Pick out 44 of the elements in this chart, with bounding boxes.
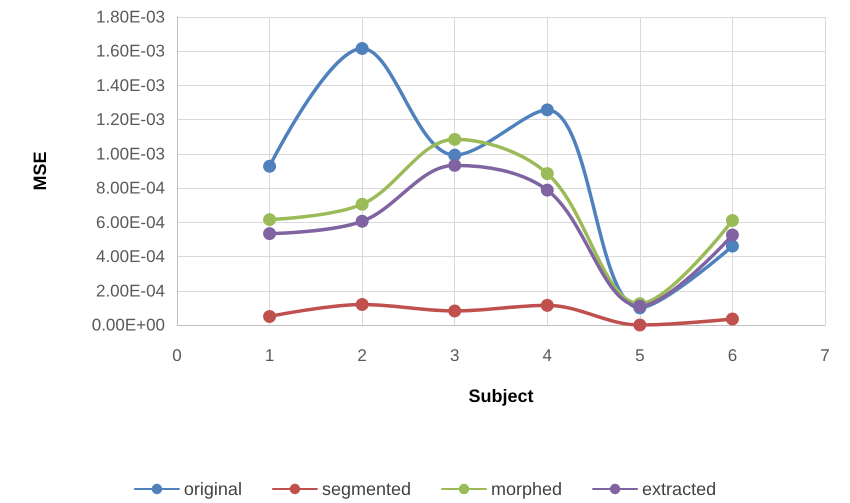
x-tick-label: 1 bbox=[264, 346, 274, 365]
y-tick-label: 8.00E-04 bbox=[96, 178, 165, 198]
legend-label: segmented bbox=[322, 479, 412, 499]
point bbox=[263, 227, 276, 240]
y-tick-label: 1.80E-03 bbox=[96, 8, 165, 26]
y-axis-title: MSE bbox=[30, 151, 50, 191]
point bbox=[448, 158, 462, 172]
x-tick-label: 5 bbox=[635, 346, 645, 365]
point bbox=[540, 184, 554, 197]
point bbox=[540, 298, 554, 312]
x-tick-label: 6 bbox=[728, 346, 738, 365]
point bbox=[726, 240, 739, 253]
y-tick-label: 4.00E-04 bbox=[96, 247, 165, 266]
point bbox=[356, 214, 369, 228]
x-tick-label: 0 bbox=[172, 346, 182, 365]
y-tick-label: 2.00E-04 bbox=[96, 281, 165, 300]
point bbox=[540, 103, 554, 116]
legend-label: morphed bbox=[491, 479, 562, 499]
point bbox=[448, 132, 462, 146]
x-tick-label: 4 bbox=[542, 346, 552, 365]
y-tick-label: 0.00E+00 bbox=[92, 316, 165, 334]
point bbox=[356, 198, 369, 211]
x-axis-title: Subject bbox=[468, 386, 534, 406]
y-tick-label: 1.60E-03 bbox=[96, 42, 165, 61]
y-tick-label: 1.40E-03 bbox=[96, 76, 165, 95]
point bbox=[356, 42, 369, 55]
point bbox=[448, 304, 462, 318]
y-tick-label: 1.20E-03 bbox=[96, 110, 165, 130]
point bbox=[263, 310, 276, 323]
point bbox=[726, 228, 739, 242]
x-tick-label: 7 bbox=[820, 346, 830, 365]
legend-label: original bbox=[184, 479, 242, 499]
point bbox=[726, 312, 739, 326]
point bbox=[633, 318, 646, 332]
y-tick-label: 6.00E-04 bbox=[96, 212, 165, 232]
point bbox=[263, 213, 276, 226]
x-tick-label: 2 bbox=[357, 346, 367, 365]
point bbox=[263, 160, 276, 173]
point bbox=[356, 298, 369, 311]
y-tick-label: 1.00E-03 bbox=[96, 144, 165, 164]
point bbox=[540, 167, 554, 180]
x-tick-label: 3 bbox=[450, 346, 460, 365]
legend-label: extracted bbox=[642, 479, 716, 499]
point bbox=[726, 214, 739, 227]
